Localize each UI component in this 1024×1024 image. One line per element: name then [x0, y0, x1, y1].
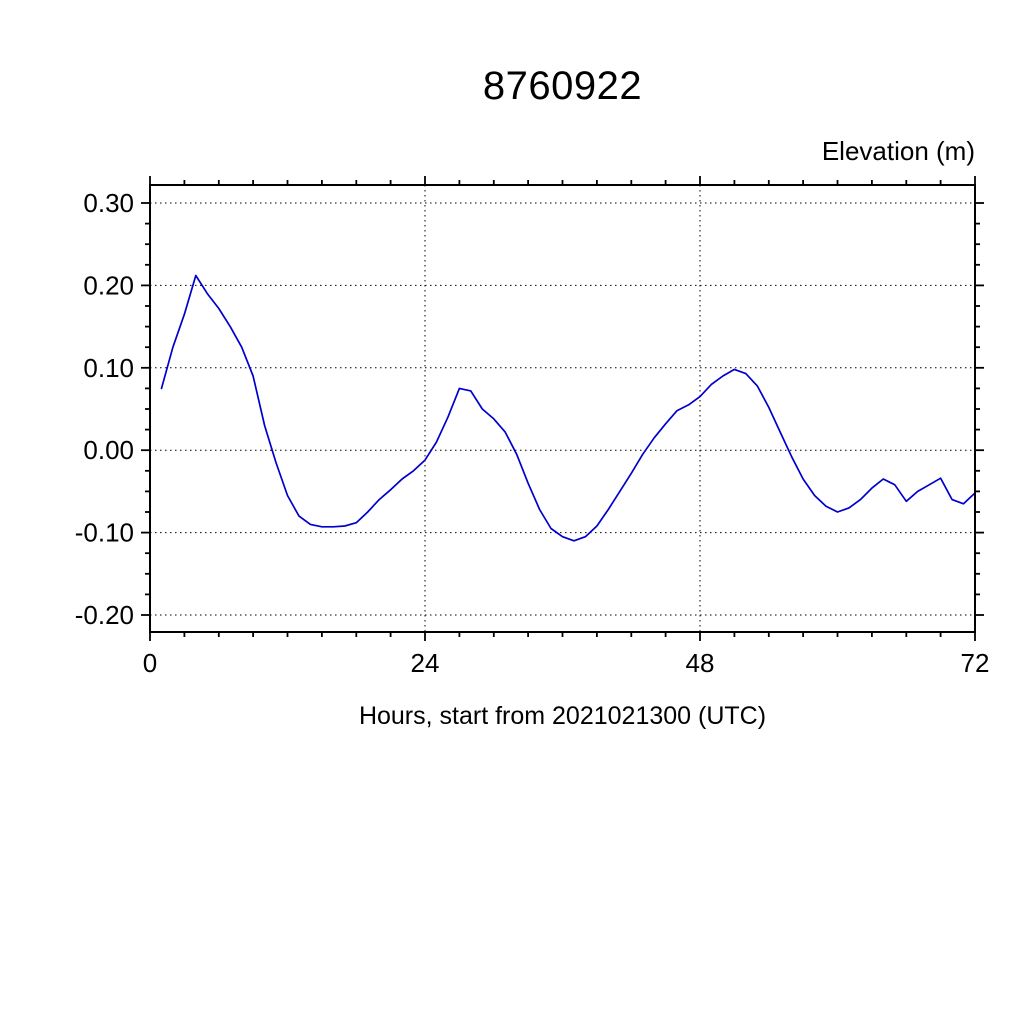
y-tick-label: 0.10 [83, 353, 134, 383]
page-title: 8760922 [482, 64, 643, 108]
x-axis-label: Hours, start from 2021021300 (UTC) [358, 702, 767, 730]
y-tick-label: 0.30 [83, 188, 134, 218]
x-tick-label: 48 [686, 648, 715, 678]
y-axis-label: Elevation (m) [821, 136, 975, 166]
y-tick-label: -0.20 [75, 600, 134, 630]
x-tick-label: 24 [411, 648, 440, 678]
x-tick-label: 72 [961, 648, 990, 678]
y-tick-label: 0.20 [83, 270, 134, 300]
elevation-line [160, 274, 976, 542]
y-tick-label: -0.10 [75, 518, 134, 548]
y-tick-label: 0.00 [83, 435, 134, 465]
plot-frame [149, 184, 976, 633]
x-tick-label: 0 [143, 648, 157, 678]
